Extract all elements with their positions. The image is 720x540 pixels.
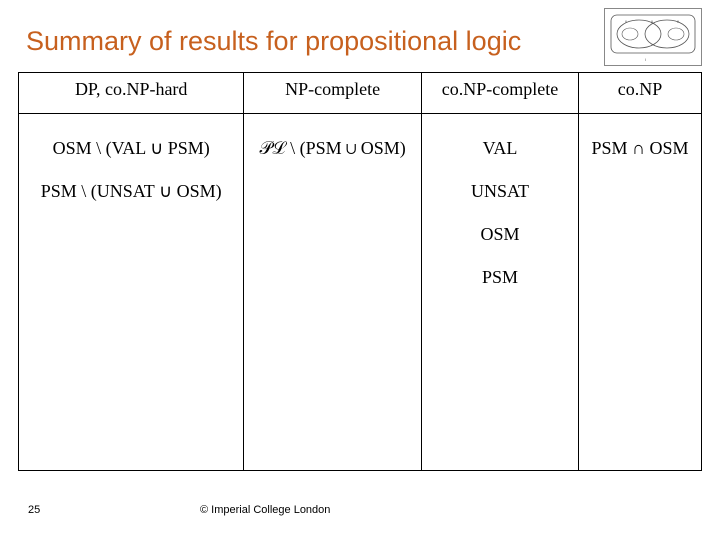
table-body-row: OSM \ (VAL ∪ PSM) PSM \ (UNSAT ∪ OSM) 𝒫ℒ… <box>19 114 702 471</box>
cell-entry: 𝒫ℒ \ (PSM ∪ OSM) <box>248 138 417 159</box>
svg-text:II: II <box>651 19 653 24</box>
col-body: OSM \ (VAL ∪ PSM) PSM \ (UNSAT ∪ OSM) <box>19 114 244 471</box>
col-body: 𝒫ℒ \ (PSM ∪ OSM) <box>244 114 422 471</box>
cell-entry: UNSAT <box>426 181 574 202</box>
slide: Summary of results for propositional log… <box>0 0 720 540</box>
col-header: co.NP-complete <box>421 73 578 114</box>
col-header: NP-complete <box>244 73 422 114</box>
page-title: Summary of results for propositional log… <box>26 26 521 57</box>
venn-thumbnail: II II II I <box>604 8 702 66</box>
svg-text:I: I <box>645 57 646 62</box>
cell-entry: VAL <box>426 138 574 159</box>
results-table: DP, co.NP-hard NP-complete co.NP-complet… <box>18 72 702 471</box>
cell-entry: PSM \ (UNSAT ∪ OSM) <box>23 181 239 202</box>
svg-text:II: II <box>625 19 627 24</box>
page-number: 25 <box>28 504 40 516</box>
table-header-row: DP, co.NP-hard NP-complete co.NP-complet… <box>19 73 702 114</box>
cell-entry: OSM <box>426 224 574 245</box>
col-body: VAL UNSAT OSM PSM <box>421 114 578 471</box>
copyright: © Imperial College London <box>200 504 330 516</box>
col-body: PSM ∩ OSM <box>579 114 702 471</box>
cell-entry: PSM <box>426 267 574 288</box>
col-header-text: DP, co.NP-hard <box>19 73 243 106</box>
cell-entry: OSM \ (VAL ∪ PSM) <box>23 138 239 159</box>
cell-entry: PSM ∩ OSM <box>583 138 697 159</box>
venn-thumbnail-svg: II II II I <box>605 9 701 65</box>
col-header: co.NP <box>579 73 702 114</box>
col-header-text: co.NP-complete <box>422 73 578 106</box>
col-header: DP, co.NP-hard <box>19 73 244 114</box>
svg-text:II: II <box>677 19 679 24</box>
col-header-text: NP-complete <box>244 73 421 106</box>
col-header-text: co.NP <box>579 73 701 106</box>
